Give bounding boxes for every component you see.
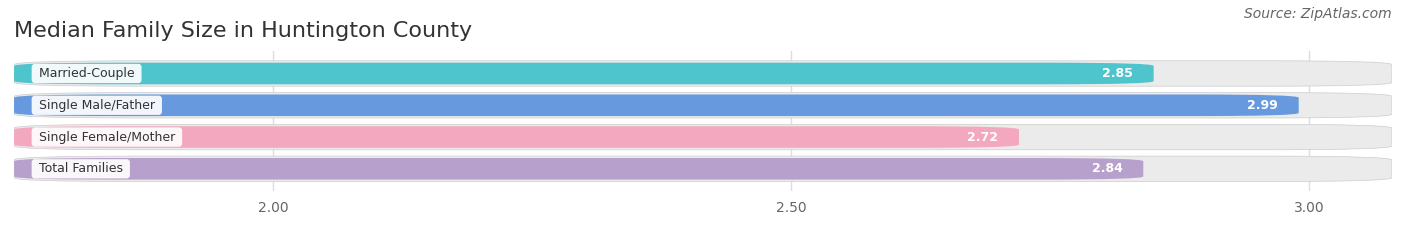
Text: Source: ZipAtlas.com: Source: ZipAtlas.com: [1244, 7, 1392, 21]
Text: 2.72: 2.72: [967, 130, 998, 144]
Text: Total Families: Total Families: [35, 162, 127, 175]
Text: 2.85: 2.85: [1102, 67, 1133, 80]
Text: Married-Couple: Married-Couple: [35, 67, 138, 80]
FancyBboxPatch shape: [14, 61, 1392, 86]
FancyBboxPatch shape: [14, 124, 1392, 150]
FancyBboxPatch shape: [14, 93, 1392, 118]
Text: 2.84: 2.84: [1091, 162, 1122, 175]
Text: Single Female/Mother: Single Female/Mother: [35, 130, 179, 144]
Text: 2.99: 2.99: [1247, 99, 1278, 112]
FancyBboxPatch shape: [14, 156, 1392, 182]
FancyBboxPatch shape: [14, 158, 1143, 180]
FancyBboxPatch shape: [14, 94, 1299, 116]
FancyBboxPatch shape: [14, 63, 1154, 84]
Text: Median Family Size in Huntington County: Median Family Size in Huntington County: [14, 21, 472, 41]
Text: Single Male/Father: Single Male/Father: [35, 99, 159, 112]
FancyBboxPatch shape: [14, 126, 1019, 148]
